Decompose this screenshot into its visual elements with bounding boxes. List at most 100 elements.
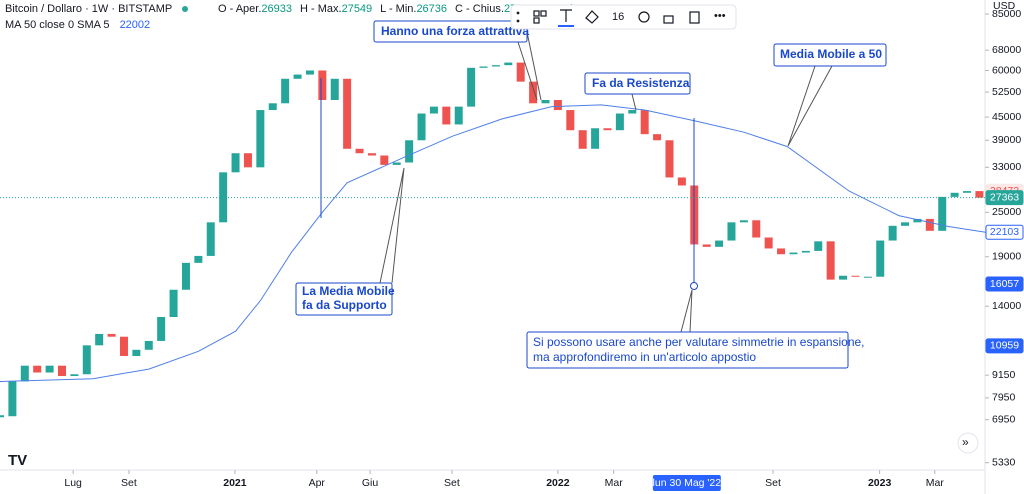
x-tick-label: Set: [765, 477, 781, 489]
candle-body: [801, 250, 810, 253]
candle-body: [20, 365, 29, 382]
candle-body: [491, 65, 500, 67]
candle-body: [591, 128, 600, 149]
annotation: Si possono usare anche per valutare simm…: [533, 335, 865, 349]
ma-line: [0, 104, 986, 382]
ohlc-label: H - Max.: [300, 3, 342, 15]
crosshair-badge: [652, 475, 721, 491]
ohlc-label: C - Chius.: [455, 3, 504, 15]
y-tick-label: 5330: [992, 456, 1016, 468]
ohlc-value: 26736: [416, 3, 447, 15]
callout: [526, 31, 542, 101]
more-icon[interactable]: •••: [714, 10, 726, 22]
annotation: fa da Supporto: [302, 298, 387, 312]
currency[interactable]: USD: [993, 0, 1016, 12]
legend-ohlc: Bitcoin / Dollaro · 1W · BITSTAMP O - Ape…: [5, 3, 578, 15]
candle-body: [256, 110, 265, 168]
candle-body: [653, 134, 662, 141]
candle-body: [107, 333, 116, 337]
callout: [631, 93, 637, 111]
annotation-box: [373, 20, 528, 43]
candle-body: [789, 252, 798, 255]
tv-logo: TV: [8, 452, 27, 469]
plot: [0, 62, 986, 418]
candle-body: [541, 100, 550, 104]
candle-body: [429, 106, 438, 114]
candle-body: [330, 78, 339, 101]
price-badge: [985, 276, 1024, 292]
price-badge-label: 16057: [990, 278, 1019, 290]
candle-body: [268, 103, 277, 111]
price-badge-label: 22103: [990, 226, 1019, 238]
candle-body: [715, 240, 724, 247]
y-tick-label: 33000: [992, 161, 1021, 173]
y-tick-label: 45000: [992, 111, 1021, 123]
x-tick-label: 2023: [868, 477, 892, 489]
candle-body: [305, 70, 314, 75]
drag-handle[interactable]: [516, 19, 520, 23]
candle-body: [553, 100, 562, 111]
x-tick-label: Set: [121, 477, 137, 489]
candle-body: [677, 177, 686, 186]
price-badge: [985, 190, 1024, 206]
candle-body: [318, 70, 327, 101]
candle-body: [33, 365, 42, 373]
annotation: ma approfondiremo in un'articolo apposti…: [533, 350, 756, 364]
font-size[interactable]: 16: [612, 11, 624, 23]
candle-body: [181, 262, 190, 290]
annotation: La Media Mobile: [302, 284, 395, 298]
candle-body: [913, 218, 922, 223]
candle-body: [529, 81, 538, 104]
candle-body: [628, 110, 637, 114]
templates-icon[interactable]: [533, 17, 540, 24]
callout: [680, 289, 693, 333]
x-tick-label: Lug: [64, 477, 82, 489]
y-tick-label: 19000: [992, 251, 1021, 263]
candle-body: [157, 317, 166, 341]
price-badge-label: 27363: [990, 191, 1019, 203]
candle-body: [603, 128, 612, 131]
candle-body: [975, 191, 984, 198]
x-tick-label: Mar: [605, 477, 624, 489]
callout: [379, 167, 405, 284]
candle-body: [57, 365, 66, 377]
candle-body: [405, 140, 414, 163]
fill-icon[interactable]: [585, 10, 599, 24]
candle-body: [367, 153, 376, 156]
y-tick-label: 68000: [992, 44, 1021, 56]
price-badge: [985, 224, 1024, 240]
candle-body: [876, 240, 885, 277]
annotations: Hanno una forza attrattiva Fa da Resiste…: [295, 20, 887, 369]
candle-body: [901, 222, 910, 226]
crosshair-label: lun 30 Mag '22: [653, 477, 722, 489]
drawing-toolbar: 16 •••: [510, 4, 737, 30]
candle-body: [467, 67, 476, 107]
candle-body: [119, 336, 128, 356]
price-badge: [985, 338, 1024, 354]
text-icon[interactable]: [560, 9, 572, 22]
settings-icon[interactable]: [638, 11, 650, 23]
candle-body: [281, 78, 290, 104]
candle-body: [293, 74, 302, 79]
scroll-icon: »: [962, 435, 969, 449]
ma-name: MA 50 close 0 SMA 5: [5, 19, 110, 31]
candle-body: [516, 62, 525, 82]
candle-body: [963, 191, 972, 193]
y-tick-label: 85000: [992, 8, 1021, 20]
templates-icon[interactable]: [540, 10, 547, 17]
delete-icon[interactable]: [689, 11, 700, 24]
annotation-box: [584, 72, 691, 95]
annotation: Hanno una forza attrattiva: [381, 24, 529, 38]
templates-icon[interactable]: [533, 10, 540, 17]
lock-icon[interactable]: [663, 15, 674, 24]
drag-handle[interactable]: [516, 11, 520, 15]
candle-body: [82, 345, 91, 375]
ma-value: 22002: [120, 19, 151, 31]
scroll-button[interactable]: [957, 432, 979, 454]
y-tick-label: 52500: [992, 86, 1021, 98]
candle-body: [752, 220, 761, 238]
measure-handle[interactable]: [690, 282, 698, 290]
candle-body: [764, 237, 773, 249]
